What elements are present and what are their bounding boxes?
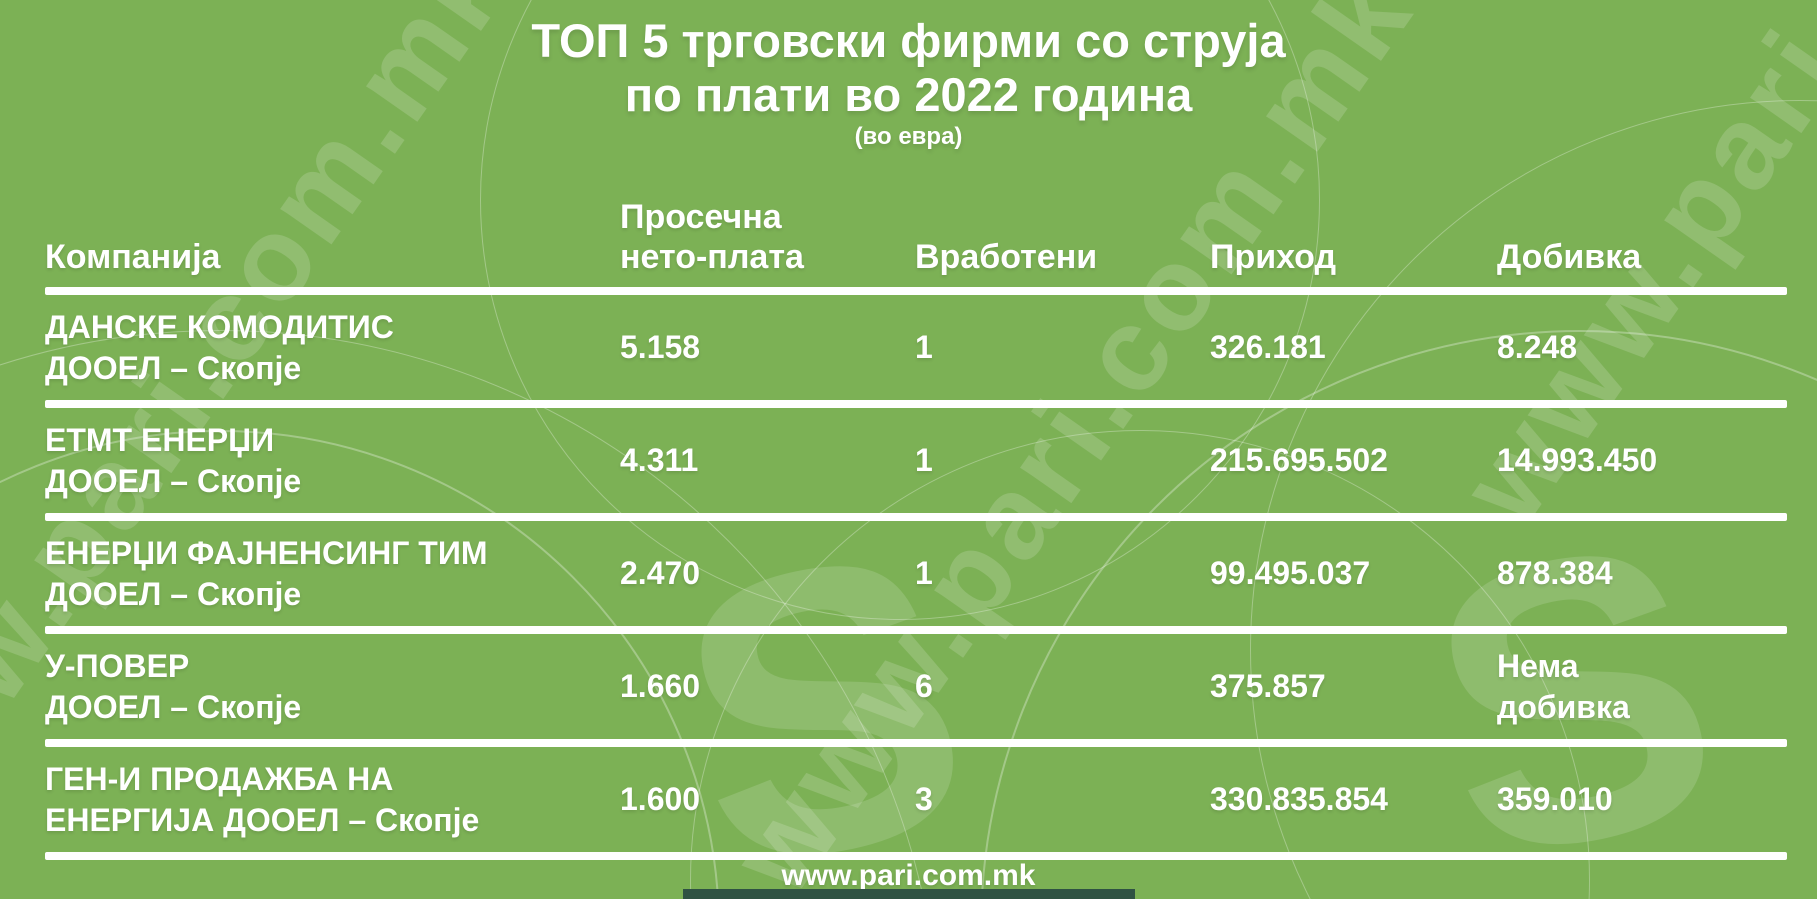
table-row: У-ПОВЕР ДООЕЛ – Скопје 1.660 6 375.857 Н… [45,634,1787,739]
row-separator [45,626,1787,634]
cell-net-salary: 2.470 [620,555,701,592]
cell-revenue: 326.181 [1210,329,1326,366]
cell-revenue: 99.495.037 [1210,555,1371,592]
cell-profit: 8.248 [1497,329,1578,366]
cell-employees: 1 [915,555,933,592]
cell-employees: 1 [915,329,933,366]
top5-table: Компанија Просечна нето-плата Вработени … [45,150,1787,860]
cell-net-salary: 1.660 [620,668,701,705]
table-row: ДАНСКЕ КОМОДИТИС ДООЕЛ – Скопје 5.158 1 … [45,295,1787,400]
cell-company: ГЕН-И ПРОДАЖБА НА ЕНЕРГИЈА ДООЕЛ – Скопј… [45,760,480,838]
table-row: ЕНЕРЏИ ФАЈНЕНСИНГ ТИМ ДООЕЛ – Скопје 2.4… [45,521,1787,626]
cell-revenue: 330.835.854 [1210,781,1388,818]
cell-employees: 6 [915,668,933,705]
cell-company: ЕТМТ ЕНЕРЏИ ДООЕЛ – Скопје [45,421,302,499]
cell-revenue: 215.695.502 [1210,442,1388,479]
cell-net-salary: 5.158 [620,329,701,366]
table-row: ГЕН-И ПРОДАЖБА НА ЕНЕРГИЈА ДООЕЛ – Скопј… [45,747,1787,852]
header-profit: Добивка [1497,237,1642,276]
cell-net-salary: 1.600 [620,781,701,818]
row-separator [45,739,1787,747]
cell-profit: Нема добивка [1497,647,1630,725]
header-net-salary: Просечна нето-плата [620,197,804,276]
footer-website: www.pari.com.mk [781,859,1036,892]
cell-profit: 878.384 [1497,555,1613,592]
cell-company: ЕНЕРЏИ ФАЈНЕНСИНГ ТИМ ДООЕЛ – Скопје [45,534,488,612]
cell-profit: 359.010 [1497,781,1613,818]
cell-employees: 3 [915,781,933,818]
unit-note: (во евра) [854,123,963,151]
cell-company: ДАНСКЕ КОМОДИТИС ДООЕЛ – Скопје [45,308,394,386]
header-employees: Вработени [915,237,1098,276]
cell-employees: 1 [915,442,933,479]
title-block: ТОП 5 трговски фирми со струја по плати … [0,14,1817,151]
cell-net-salary: 4.311 [620,442,699,479]
page-title-line2: по плати во 2022 година [624,67,1193,121]
cell-revenue: 375.857 [1210,668,1326,705]
row-separator [45,400,1787,408]
row-separator [45,287,1787,295]
row-separator [45,852,1787,860]
header-revenue: Приход [1210,237,1337,276]
page-title-line1: ТОП 5 трговски фирми со струја [531,14,1286,67]
bottom-cutoff-bar [683,889,1135,899]
cell-company: У-ПОВЕР ДООЕЛ – Скопје [45,647,302,725]
row-separator [45,513,1787,521]
table-header-row: Компанија Просечна нето-плата Вработени … [45,150,1787,287]
header-company: Компанија [45,237,221,276]
cell-profit: 14.993.450 [1497,442,1658,479]
table-row: ЕТМТ ЕНЕРЏИ ДООЕЛ – Скопје 4.311 1 215.6… [45,408,1787,513]
